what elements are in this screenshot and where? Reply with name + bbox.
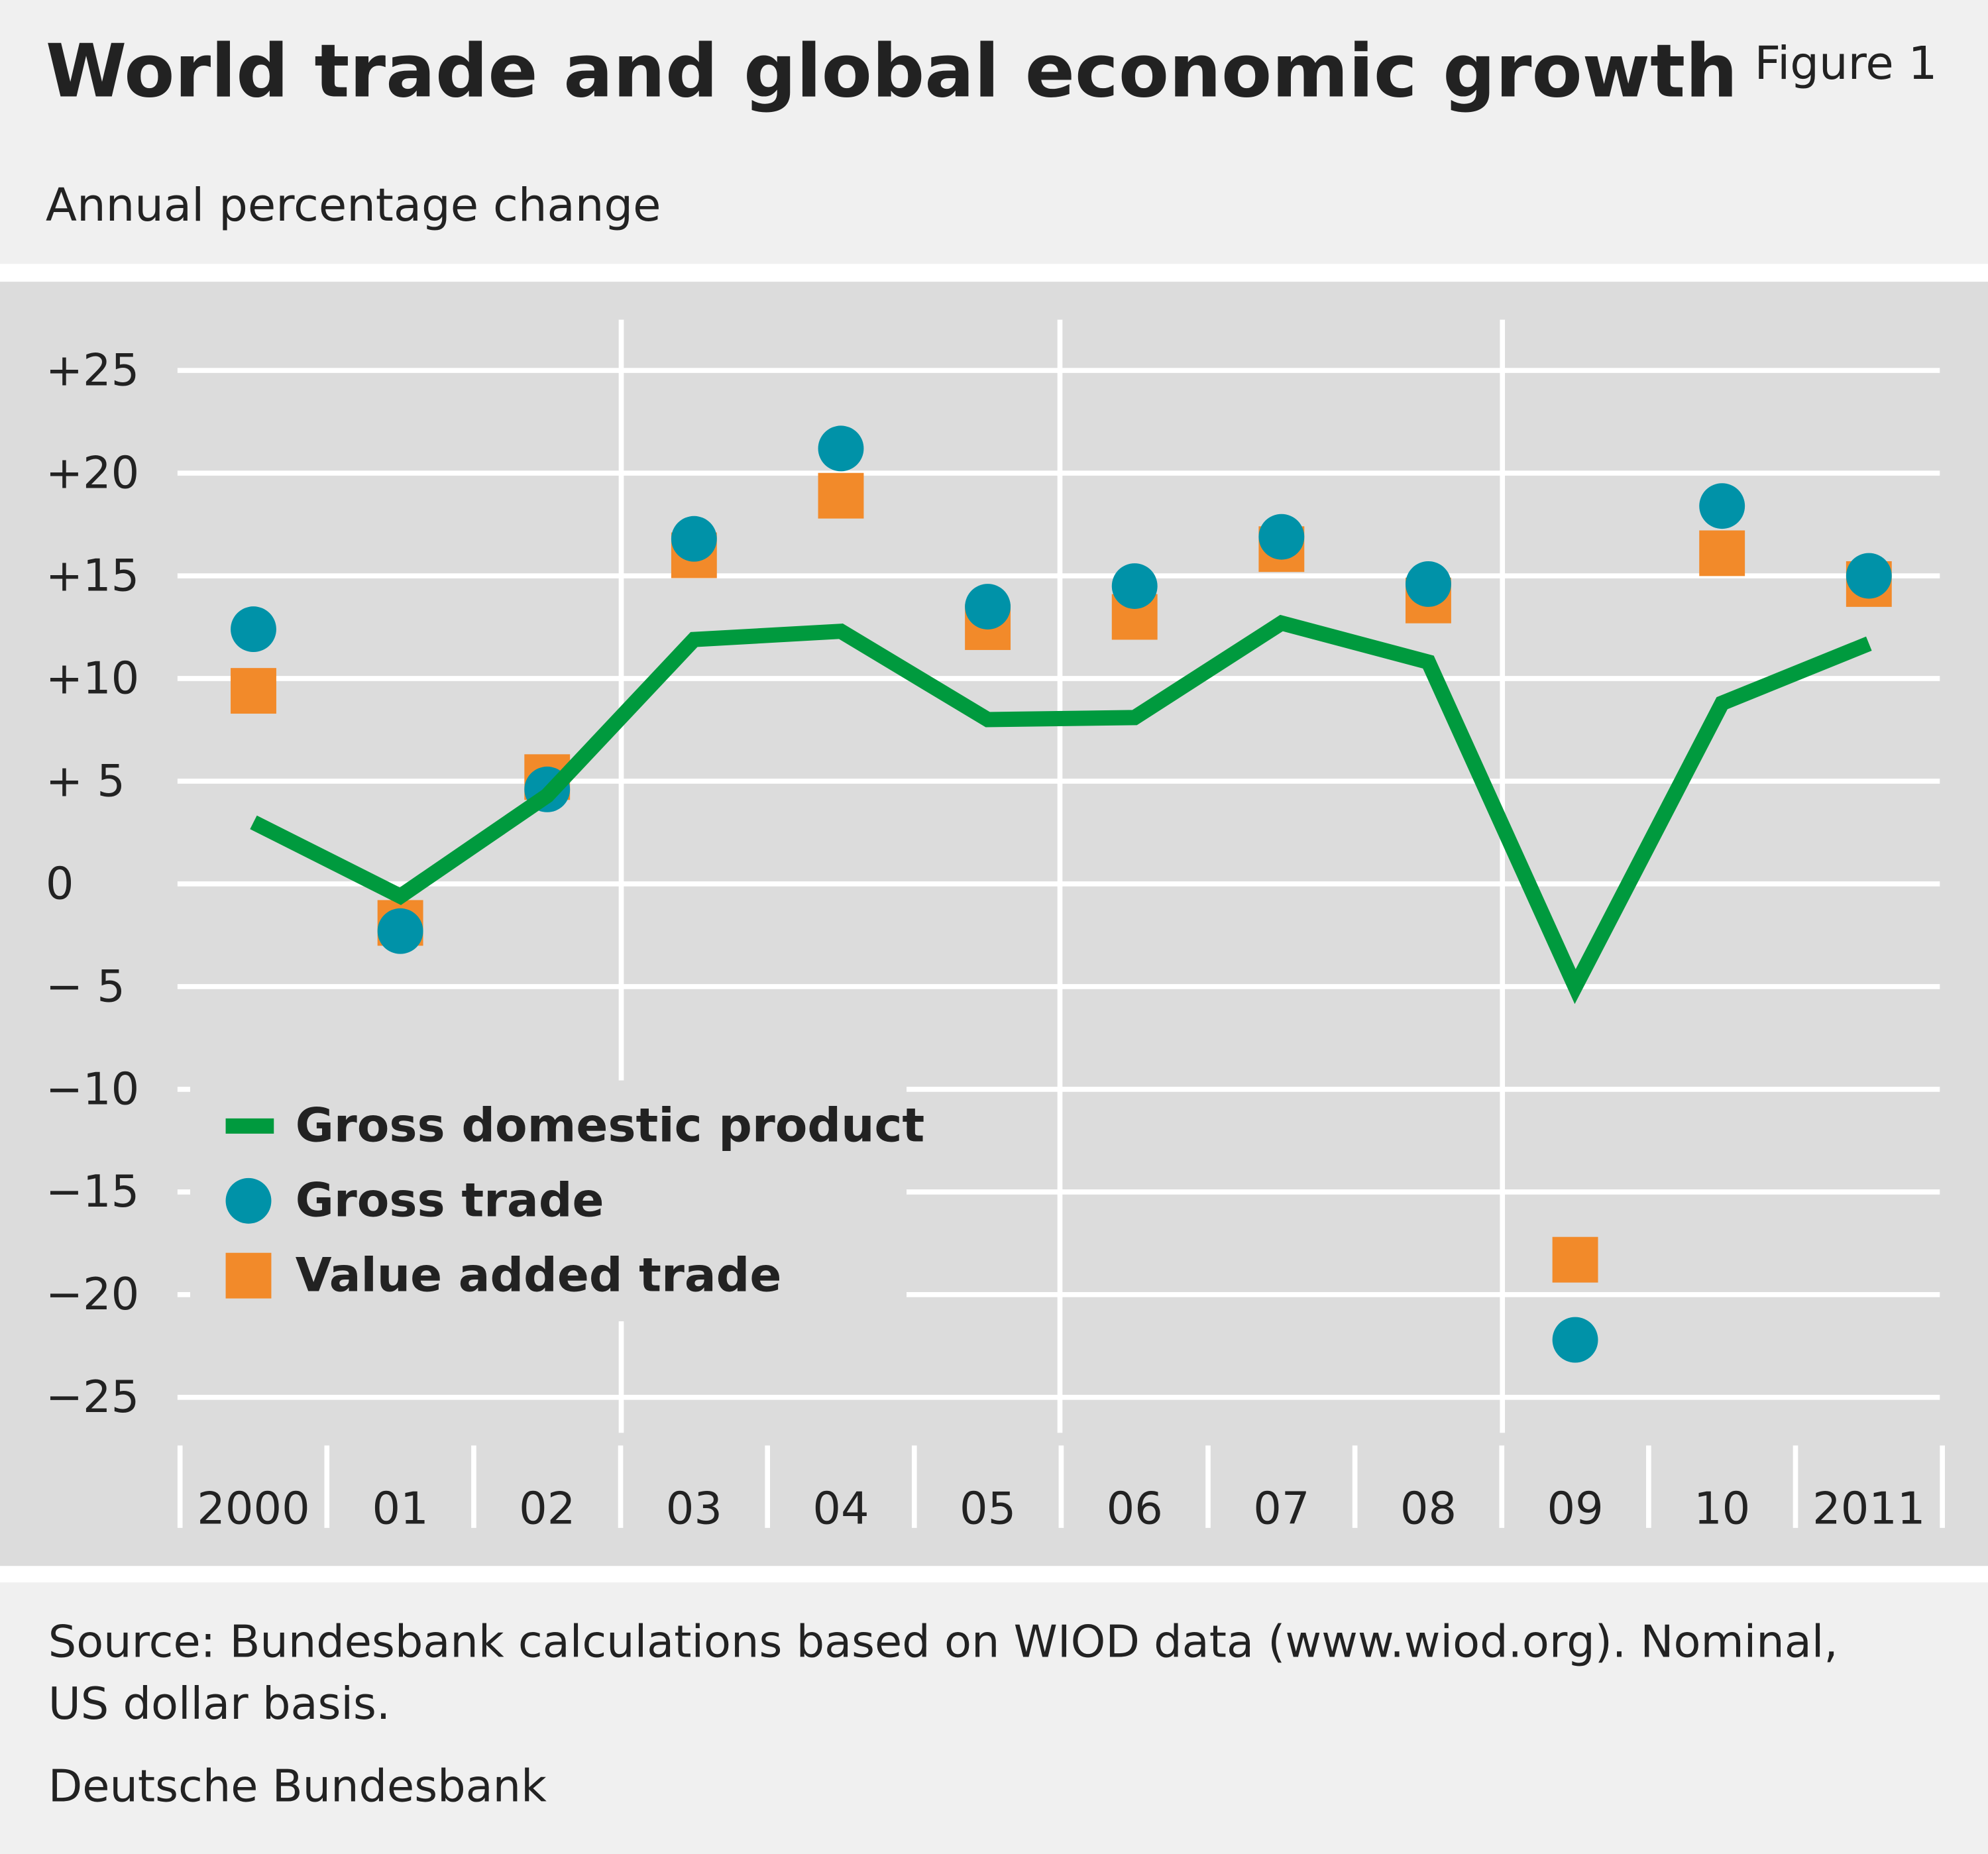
x-tick-label: 04 [812,1483,869,1535]
value-added-marker [1552,1236,1598,1283]
y-tick-label: +25 [46,344,139,396]
x-tick-label: 09 [1547,1483,1603,1535]
y-tick-label: + 5 [46,755,125,806]
gross-trade-marker [818,425,864,472]
x-tick-label: 2000 [197,1483,309,1535]
y-tick-label: 0 [46,857,74,909]
gross-trade-marker [1258,514,1305,560]
gross-trade-marker [671,516,717,562]
x-tick-label: 2011 [1812,1483,1925,1535]
y-tick-label: −10 [46,1063,139,1115]
y-tick-label: +15 [46,549,139,601]
chart-title: World trade and global economic growth [46,28,1738,114]
value-added-marker [231,668,276,714]
source-line: Source: Bundesbank calculations based on… [48,1615,1838,1667]
legend-label: Gross domestic product [296,1098,924,1153]
subtitle: Annual percentage change [46,179,661,232]
figure-label: Figure 1 [1755,37,1938,90]
y-tick-label: +10 [46,652,139,704]
x-tick-label: 03 [666,1483,722,1535]
gross-trade-marker [377,908,423,954]
gross-trade-marker [1406,561,1451,607]
x-tick-label: 07 [1253,1483,1309,1535]
x-tick-label: 01 [372,1483,429,1535]
gross-trade-marker [231,606,276,653]
source-line: US dollar basis. [48,1678,390,1729]
legend-label: Gross trade [296,1173,604,1228]
legend-swatch [225,1177,272,1224]
gross-trade-marker [1846,553,1892,599]
gross-trade-marker [1699,483,1745,529]
gdp-line [250,614,1872,1005]
gross-trade-marker [1552,1317,1598,1363]
x-tick-label: 05 [960,1483,1016,1535]
y-tick-label: −20 [46,1268,139,1320]
gross-trade-marker [1111,563,1158,609]
x-tick-label: 06 [1107,1483,1163,1535]
publisher: Deutsche Bundesbank [48,1761,547,1812]
y-tick-label: − 5 [46,960,125,1012]
legend-swatch [225,1252,272,1299]
y-tick-label: −15 [46,1166,139,1217]
x-tick-label: 08 [1400,1483,1457,1535]
x-tick-label: 10 [1694,1483,1750,1535]
value-added-marker [1699,530,1745,576]
x-tick-label: 02 [519,1483,575,1535]
y-tick-label: −25 [46,1371,139,1423]
gross-trade-marker [965,584,1011,629]
plot-panel [0,282,1988,1566]
legend-box [190,1080,907,1322]
y-tick-label: +20 [46,447,139,498]
value-added-marker [818,472,864,519]
legend-label: Value added trade [296,1248,782,1303]
